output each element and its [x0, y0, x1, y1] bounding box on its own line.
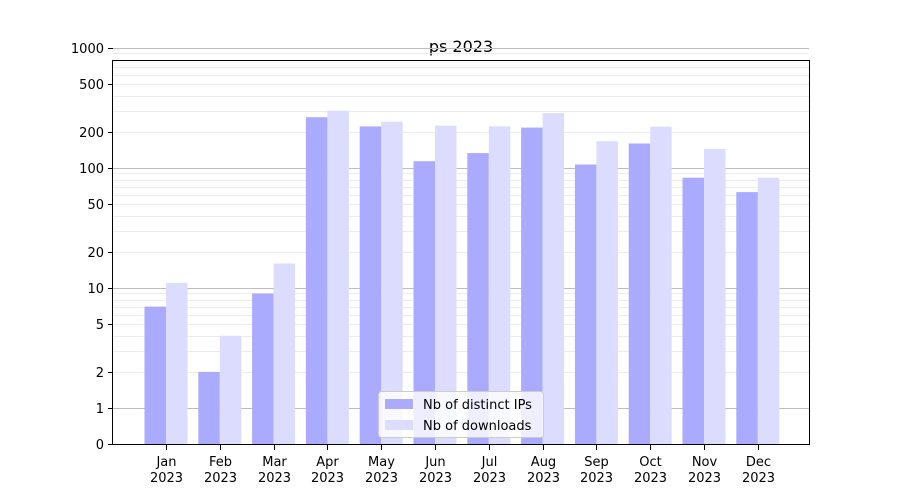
bar-downloads: [166, 283, 188, 444]
bar-distinct-ips: [628, 143, 651, 444]
y-tick-label: 20: [87, 246, 104, 261]
y-tick-label: 50: [87, 198, 104, 213]
bar-downloads: [273, 263, 296, 444]
x-tick-label-month: Feb: [209, 455, 232, 470]
x-tick-label-month: Oct: [639, 455, 661, 470]
x-tick-label-month: Aug: [531, 455, 556, 470]
x-axis: Jan2023Feb2023Mar2023Apr2023May2023Jun20…: [150, 445, 775, 486]
x-tick-label-month: Jul: [481, 455, 498, 470]
x-tick-label-year: 2023: [473, 471, 506, 486]
y-axis: 0 1 2 5 10 20 50 100 200 500 1000: [71, 42, 113, 453]
legend-box: [378, 391, 544, 438]
legend: Nb of distinct IPs Nb of downloads: [378, 391, 544, 438]
legend-swatch: [385, 399, 413, 409]
bar-downloads: [435, 125, 457, 444]
y-tick-label: 5: [96, 318, 104, 333]
bar-distinct-ips: [252, 293, 274, 444]
bar-downloads: [757, 177, 780, 444]
x-tick-label-year: 2023: [311, 471, 344, 486]
x-tick-label-year: 2023: [365, 471, 398, 486]
y-tick-label: 2: [96, 366, 104, 381]
bar-downloads: [650, 126, 672, 444]
x-tick-label-month: Jun: [424, 455, 445, 470]
bar-distinct-ips: [198, 371, 220, 444]
bar-distinct-ips: [574, 164, 597, 444]
chart-title: ps 2023: [429, 37, 493, 56]
x-tick-label-year: 2023: [527, 471, 560, 486]
legend-swatch: [385, 420, 413, 430]
x-tick-label-year: 2023: [688, 471, 721, 486]
bar-downloads: [327, 110, 349, 444]
bar-distinct-ips: [736, 192, 758, 444]
bar-distinct-ips: [413, 161, 435, 444]
x-tick-label-month: May: [368, 455, 395, 470]
bar-downloads: [704, 149, 726, 444]
legend-label: Nb of distinct IPs: [423, 398, 532, 413]
bar-distinct-ips: [467, 153, 489, 444]
y-tick-label: 0: [96, 438, 104, 453]
x-tick-label-year: 2023: [419, 471, 452, 486]
bar-downloads: [381, 121, 403, 444]
x-tick-label-year: 2023: [204, 471, 237, 486]
y-tick-label: 10: [87, 282, 104, 297]
y-tick-label: 200: [79, 126, 104, 141]
x-tick-label-year: 2023: [258, 471, 291, 486]
x-tick-label-year: 2023: [742, 471, 775, 486]
bar-downloads: [596, 141, 618, 445]
x-tick-label-month: Sep: [584, 455, 609, 470]
bar-distinct-ips: [359, 126, 382, 445]
x-tick-label-month: Dec: [746, 455, 771, 470]
bar-downloads: [542, 113, 565, 444]
x-tick-label-month: Jan: [155, 455, 176, 470]
x-tick-label-month: Nov: [692, 455, 718, 470]
y-tick-label: 1000: [71, 42, 104, 57]
bar-distinct-ips: [521, 127, 543, 444]
x-tick-label-year: 2023: [580, 471, 613, 486]
bars: [144, 110, 780, 445]
y-tick-label: 100: [79, 162, 104, 177]
bar-downloads: [219, 335, 242, 444]
x-tick-label-year: 2023: [150, 471, 183, 486]
bar-distinct-ips: [305, 117, 328, 444]
x-tick-label-month: Apr: [316, 455, 339, 470]
x-tick-label-month: Mar: [262, 455, 287, 470]
y-tick-label: 500: [79, 78, 104, 93]
bar-distinct-ips: [144, 306, 166, 444]
x-tick-label-year: 2023: [634, 471, 667, 486]
bar-distinct-ips: [682, 177, 704, 444]
legend-label: Nb of downloads: [423, 419, 532, 434]
y-tick-label: 1: [96, 402, 104, 417]
bar-downloads: [488, 126, 511, 445]
